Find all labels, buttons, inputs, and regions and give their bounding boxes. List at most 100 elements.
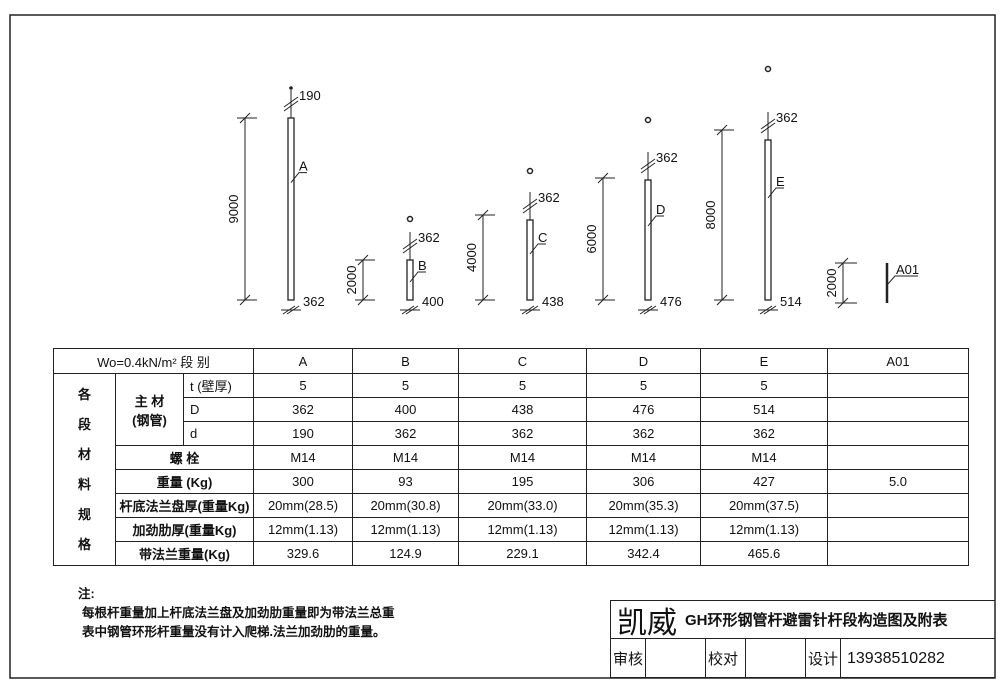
pole-segment [287,117,295,301]
top-diameter-label: 362 [418,230,440,245]
table-cell: M14 [586,445,701,470]
note-line: 每根杆重量加上杆底法兰盘及加劲肋重量即为带法兰总重 [82,606,395,620]
table-cell: 12mm(1.13) [586,517,701,542]
table-cell [827,517,969,542]
table-cell: 306 [586,469,701,494]
table-cell: 476 [586,397,701,422]
table-cell: 93 [352,469,459,494]
height-label: 4000 [464,243,479,272]
table-cell: 5 [253,373,353,398]
bottom-diameter-label: 514 [780,294,802,309]
row-label: D [183,397,254,422]
table-cell: 514 [700,397,828,422]
leader-line [647,215,664,227]
table-cell: 362 [586,421,701,446]
height-label: 2000 [824,269,839,298]
table-cell: 300 [253,469,353,494]
notes-title: 注: [78,587,95,601]
table-cell [827,445,969,470]
table-cell [827,541,969,566]
dim-tick [716,294,728,306]
top-diameter-label: 362 [538,190,560,205]
lightning-rod-tip [406,215,414,223]
segment-label: A [299,159,308,174]
table-cell: 427 [700,469,828,494]
top-diameter-label: 362 [776,110,798,125]
table-row: D 362 400 438 476 514 [54,397,969,422]
height-label: 8000 [703,201,718,230]
row-label: 加劲肋厚(重量Kg) [115,517,254,542]
dim-tick [597,172,609,184]
table-cell: 12mm(1.13) [458,517,587,542]
review-value [646,639,706,678]
bottom-diameter-label: 476 [660,294,682,309]
table-cell: 5 [458,373,587,398]
dim-tick [239,112,251,124]
row-label: 重量 (Kg) [115,469,254,494]
table-cell: 5.0 [827,469,969,494]
col-header: A [253,348,353,374]
review-label: 审核 [611,639,646,678]
table-cell: 20mm(37.5) [700,493,828,518]
bottom-diameter-label: 362 [303,294,325,309]
top-diameter-label: 362 [656,150,678,165]
height-label: 6000 [584,225,599,254]
table-row: 加劲肋厚(重量Kg) 12mm(1.13) 12mm(1.13) 12mm(1.13)… [54,517,969,542]
row-label: 带法兰重量(Kg) [115,541,254,566]
table-cell: 342.4 [586,541,701,566]
table-cell: 465.6 [700,541,828,566]
dim-tick [477,294,489,306]
dim-tick [716,124,728,136]
dim-tick [357,254,369,266]
dim-tick [597,294,609,306]
leader-line [529,243,546,255]
row-label: 螺 栓 [115,445,254,470]
table-cell: 229.1 [458,541,587,566]
table-cell: 20mm(33.0) [458,493,587,518]
table-row: 螺 栓 M14 M14 M14 M14 M14 [54,445,969,470]
col-header: C [458,348,587,374]
pole-segment [764,139,772,301]
bottom-diameter-label: 400 [422,294,444,309]
table-cell: M14 [253,445,353,470]
brand-logo: 凯威 [617,606,677,640]
height-label: 2000 [344,266,359,295]
main-material-label: 主 材 (钢管) [115,373,184,446]
col-header: E [700,348,828,374]
header-left: Wo=0.4kN/m² 段 别 [53,348,254,374]
dim-tick [837,297,849,309]
table-cell: 12mm(1.13) [352,517,459,542]
height-label: 9000 [226,195,241,224]
segment-label: D [656,202,665,217]
table-cell: M14 [458,445,587,470]
spec-table: Wo=0.4kN/m² 段 别 A B C D E A01 各段材料规格主 材(… [53,348,969,566]
table-cell: 400 [352,397,459,422]
pole-segment [644,179,652,301]
table-row: 各段材料规格主 材 (钢管) t (壁厚) 5 5 5 5 5 [53,373,969,566]
drawing-title: GH环形钢管杆避雷针杆段构造图及附表 [685,612,948,629]
table-cell: M14 [352,445,459,470]
row-label: 杆底法兰盘厚(重量Kg) [115,493,254,518]
segment-label: E [776,174,785,189]
design-label: 设计 [806,639,841,678]
segment-label: B [418,258,427,273]
table-cell: 20mm(28.5) [253,493,353,518]
table-cell: 20mm(30.8) [352,493,459,518]
row-label: t (壁厚) [183,373,254,398]
table-cell: M14 [700,445,828,470]
table-row: d 190 362 362 362 362 [54,421,969,446]
table-cell: 124.9 [352,541,459,566]
notes: 注: 每根杆重量加上杆底法兰盘及加劲肋重量即为带法兰总重 表中钢管环形杆重量没有… [78,585,395,642]
table-cell: 362 [253,397,353,422]
sheet-border [9,14,996,679]
table-cell [827,493,969,518]
table-cell: 362 [458,421,587,446]
check-value [746,639,806,678]
table-cell: 362 [700,421,828,446]
col-header: A01 [827,348,969,374]
table-cell [827,373,969,398]
table-row: 杆底法兰盘厚(重量Kg) 20mm(28.5) 20mm(30.8) 20mm(33.… [54,493,969,518]
leader-line [886,275,918,286]
table-row: 带法兰重量(Kg) 329.6 124.9 229.1 342.4 465.6 [54,541,969,566]
